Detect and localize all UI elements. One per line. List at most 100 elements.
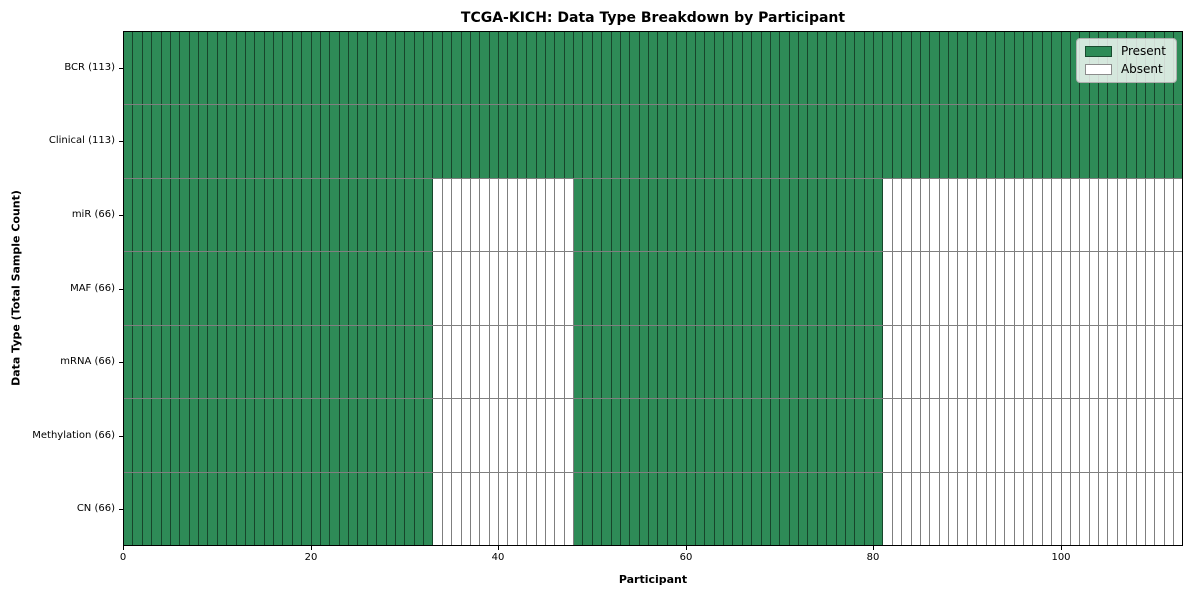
heatmap-cell-present [255, 32, 265, 105]
heatmap-cell-absent [508, 178, 518, 252]
heatmap-cell-absent [433, 178, 443, 252]
heatmap-cell-absent [499, 178, 509, 252]
heatmap-cell-present [761, 472, 771, 545]
heatmap-cell-present [592, 325, 603, 399]
heatmap-cell-present [677, 252, 687, 325]
heatmap-cell-present [827, 252, 837, 325]
y-tick-mark [119, 68, 123, 69]
heatmap-cell-absent [1155, 399, 1165, 472]
heatmap-cell-present [470, 32, 481, 105]
heatmap-cell-present [864, 399, 874, 472]
heatmap-cell-absent [1080, 399, 1090, 472]
heatmap-cell-present [845, 32, 856, 105]
heatmap-cell-present [367, 399, 378, 472]
heatmap-cell-present [658, 32, 668, 105]
heatmap-cell-absent [489, 399, 499, 472]
heatmap-cell-present [339, 178, 349, 252]
heatmap-cell-present [1042, 32, 1053, 105]
heatmap-cell-absent [489, 472, 499, 545]
heatmap-cell-absent [967, 178, 978, 252]
heatmap-cell-present [836, 472, 846, 545]
heatmap-cell-present [555, 105, 565, 178]
heatmap-cell-absent [1145, 472, 1156, 545]
heatmap-cell-present [620, 32, 631, 105]
heatmap-cell-present [874, 252, 884, 325]
heatmap-cell-absent [1005, 325, 1015, 399]
heatmap-cell-absent [1042, 178, 1053, 252]
heatmap-cell-present [274, 252, 284, 325]
heatmap-cell-present [489, 105, 499, 178]
heatmap-cell-absent [1014, 325, 1024, 399]
heatmap-cell-present [939, 32, 949, 105]
x-tick-label: 0 [119, 552, 127, 563]
heatmap-cell-absent [1108, 252, 1118, 325]
heatmap-cell-absent [536, 325, 546, 399]
heatmap-cell-present [686, 32, 696, 105]
y-tick-label: CN (66) [76, 503, 115, 515]
heatmap-cell-present [405, 325, 415, 399]
heatmap-cell-present [227, 399, 237, 472]
heatmap-cell-present [236, 325, 246, 399]
heatmap-cell-present [377, 325, 387, 399]
heatmap-cell-present [255, 105, 265, 178]
heatmap-cell-absent [1127, 252, 1137, 325]
plot-area: Present Absent [123, 31, 1183, 546]
heatmap-cell-present [574, 178, 584, 252]
heatmap-cell-present [658, 399, 668, 472]
heatmap-cell-present [189, 252, 199, 325]
heatmap-cell-absent [967, 325, 978, 399]
heatmap-cell-absent [930, 399, 940, 472]
heatmap-cell-present [274, 178, 284, 252]
heatmap-cell-absent [1052, 325, 1062, 399]
heatmap-cell-absent [1052, 178, 1062, 252]
heatmap-cell-present [770, 399, 781, 472]
heatmap-cell-present [133, 472, 143, 545]
heatmap-cell-present [180, 105, 190, 178]
y-tick-mark [119, 289, 123, 290]
heatmap-cell-absent [442, 252, 453, 325]
heatmap-cell-present [236, 472, 246, 545]
heatmap-cell-absent [1024, 325, 1034, 399]
heatmap-cell-absent [1014, 178, 1024, 252]
heatmap-cell-present [874, 472, 884, 545]
heatmap-cell-present [217, 178, 228, 252]
heatmap-cell-present [649, 178, 659, 252]
heatmap-cell-present [733, 472, 743, 545]
heatmap-cell-present [808, 399, 818, 472]
heatmap-cell-present [414, 105, 424, 178]
heatmap-cell-present [208, 252, 218, 325]
heatmap-cell-present [189, 472, 199, 545]
heatmap-cell-present [658, 325, 668, 399]
heatmap-cell-present [264, 325, 274, 399]
heatmap-cell-present [545, 105, 556, 178]
heatmap-cell-present [583, 472, 593, 545]
heatmap-cell-absent [442, 472, 453, 545]
heatmap-cell-absent [433, 252, 443, 325]
heatmap-cell-present [799, 105, 809, 178]
heatmap-cell-absent [461, 252, 471, 325]
heatmap-cell-present [742, 399, 753, 472]
heatmap-cell-present [367, 32, 378, 105]
heatmap-cell-present [667, 105, 678, 178]
heatmap-cell-present [405, 32, 415, 105]
heatmap-cell-present [817, 325, 828, 399]
heatmap-cell-present [452, 32, 462, 105]
heatmap-cell-present [920, 105, 931, 178]
heatmap-row [124, 325, 1183, 400]
heatmap-cell-present [789, 472, 799, 545]
heatmap-cell-present [170, 32, 181, 105]
heatmap-cell-absent [911, 472, 921, 545]
heatmap-cell-absent [1089, 472, 1099, 545]
heatmap-cell-present [142, 399, 153, 472]
heatmap-cell-present [733, 32, 743, 105]
heatmap-cell-present [227, 252, 237, 325]
heatmap-cell-present [124, 105, 134, 178]
heatmap-cell-present [199, 178, 209, 252]
heatmap-cell-absent [995, 325, 1006, 399]
heatmap-cell-present [405, 472, 415, 545]
heatmap-cell-absent [517, 178, 528, 252]
heatmap-cell-absent [442, 325, 453, 399]
heatmap-cell-present [649, 32, 659, 105]
heatmap-cell-present [827, 399, 837, 472]
heatmap-cell-present [377, 472, 387, 545]
